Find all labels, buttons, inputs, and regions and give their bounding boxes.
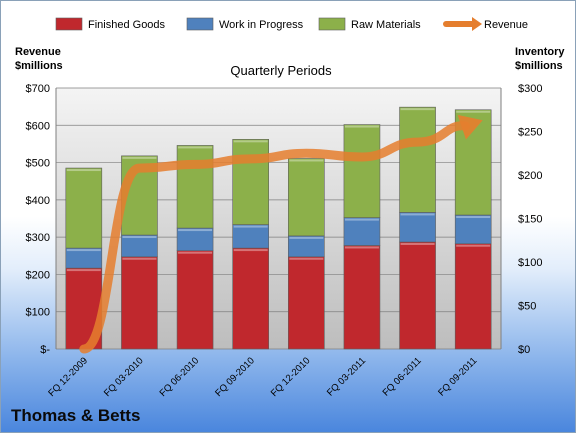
bar-raw-materials bbox=[66, 168, 102, 248]
bar-highlight bbox=[401, 213, 435, 215]
right-axis-tick-label: $300 bbox=[518, 83, 542, 95]
bar-finished-goods bbox=[400, 242, 436, 349]
bar-finished-goods bbox=[288, 257, 324, 349]
legend-swatch-finished-goods bbox=[56, 18, 82, 30]
bar-highlight bbox=[289, 258, 323, 260]
bar-highlight bbox=[345, 126, 379, 128]
left-axis-tick-label: $200 bbox=[26, 269, 50, 281]
bar-highlight bbox=[122, 236, 156, 238]
right-axis-title-line-2: $millions bbox=[515, 59, 565, 73]
x-axis-tick-label: FQ 06-2011 bbox=[381, 355, 424, 398]
right-axis-tick-label: $200 bbox=[518, 170, 542, 182]
bar-highlight bbox=[456, 111, 490, 113]
bar-finished-goods bbox=[455, 244, 491, 349]
x-axis-tick-label: FQ 09-2011 bbox=[436, 355, 479, 398]
bar-highlight bbox=[234, 140, 268, 142]
legend-label-finished-goods: Finished Goods bbox=[88, 19, 166, 31]
x-axis-tick-label: FQ 06-2010 bbox=[158, 355, 202, 399]
bar-highlight bbox=[289, 159, 323, 161]
legend-label-raw-materials: Raw Materials bbox=[351, 19, 421, 31]
bar-finished-goods bbox=[344, 245, 380, 349]
bar-work-in-progress bbox=[66, 248, 102, 268]
left-axis-tick-label: $600 bbox=[26, 120, 50, 132]
left-axis-title-line-2: $millions bbox=[15, 59, 63, 73]
company-name: Thomas & Betts bbox=[11, 406, 140, 426]
right-axis-tick-label: $250 bbox=[518, 127, 542, 139]
chart-subtitle: Quarterly Periods bbox=[181, 63, 381, 78]
bar-highlight bbox=[345, 246, 379, 248]
right-axis-tick-label: $50 bbox=[518, 301, 536, 313]
bar-highlight bbox=[67, 269, 101, 271]
legend: Finished Goods Work in Progress Raw Materi… bbox=[56, 17, 528, 31]
bar-raw-materials bbox=[344, 125, 380, 218]
bar-highlight bbox=[234, 226, 268, 228]
left-axis-tick-label: $300 bbox=[26, 232, 50, 244]
bar-highlight bbox=[178, 252, 212, 254]
bar-highlight bbox=[67, 249, 101, 251]
bar-highlight bbox=[456, 216, 490, 218]
left-axis-tick-label: $- bbox=[40, 344, 50, 356]
left-axis-tick-label: $400 bbox=[26, 195, 50, 207]
bar-highlight bbox=[178, 146, 212, 148]
bar-highlight bbox=[456, 245, 490, 247]
bar-highlight bbox=[67, 169, 101, 171]
left-axis-title: Revenue $millions bbox=[15, 45, 63, 73]
bar-raw-materials bbox=[233, 139, 269, 224]
x-axis-tick-label: FQ 09-2010 bbox=[213, 355, 257, 399]
legend-label-work-in-progress: Work in Progress bbox=[219, 19, 304, 31]
bar-work-in-progress bbox=[121, 235, 157, 257]
x-axis-tick-label: FQ 03-2011 bbox=[325, 355, 368, 398]
x-axis-tick-label: FQ 12-2009 bbox=[46, 355, 90, 399]
bar-highlight bbox=[345, 219, 379, 221]
right-axis-tick-label: $0 bbox=[518, 344, 530, 356]
bar-work-in-progress bbox=[233, 225, 269, 248]
x-axis-tick-label: FQ 03-2010 bbox=[102, 355, 146, 399]
bar-highlight bbox=[122, 258, 156, 260]
right-axis-tick-label: $100 bbox=[518, 257, 542, 269]
left-axis-tick-label: $500 bbox=[26, 158, 50, 170]
bar-highlight bbox=[234, 249, 268, 251]
bar-highlight bbox=[401, 243, 435, 245]
legend-swatch-work-in-progress bbox=[187, 18, 213, 30]
bar-finished-goods bbox=[121, 257, 157, 349]
bar-highlight bbox=[122, 157, 156, 159]
bar-highlight bbox=[178, 229, 212, 231]
bar-work-in-progress bbox=[455, 215, 491, 244]
bar-highlight bbox=[401, 108, 435, 110]
bar-work-in-progress bbox=[400, 212, 436, 242]
bar-highlight bbox=[289, 237, 323, 239]
bar-work-in-progress bbox=[177, 228, 213, 251]
bar-raw-materials bbox=[177, 145, 213, 228]
left-axis-tick-label: $100 bbox=[26, 307, 50, 319]
bar-finished-goods bbox=[177, 251, 213, 349]
x-axis-tick-label: FQ 12-2010 bbox=[269, 355, 313, 399]
right-axis-title: Inventory $millions bbox=[515, 45, 565, 73]
right-axis-tick-label: $150 bbox=[518, 214, 542, 226]
bar-finished-goods bbox=[233, 248, 269, 349]
bar-raw-materials bbox=[288, 158, 324, 235]
bar-raw-materials bbox=[400, 107, 436, 212]
legend-arrow-revenue bbox=[472, 17, 482, 31]
bar-work-in-progress bbox=[288, 236, 324, 257]
legend-label-revenue: Revenue bbox=[484, 19, 528, 31]
bar-work-in-progress bbox=[344, 218, 380, 246]
legend-swatch-raw-materials bbox=[319, 18, 345, 30]
right-axis-title-line-1: Inventory bbox=[515, 45, 565, 59]
left-axis-title-line-1: Revenue bbox=[15, 45, 63, 59]
left-axis-tick-label: $700 bbox=[26, 83, 50, 95]
